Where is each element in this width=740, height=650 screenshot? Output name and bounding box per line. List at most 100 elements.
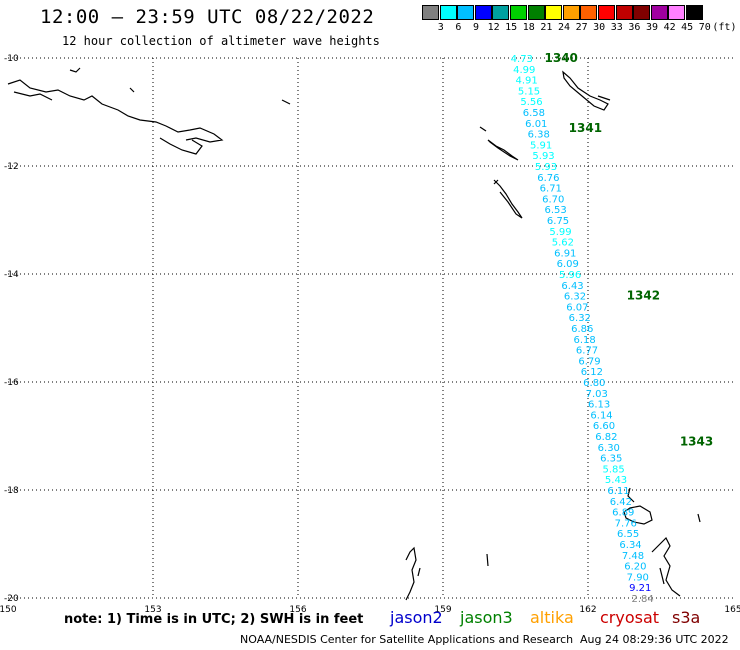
coastline: [651, 536, 681, 597]
wave-height-value: 6.12: [581, 367, 603, 378]
legend-label: 39: [645, 22, 659, 33]
wave-height-value: 6.07: [566, 302, 588, 313]
coastline: [159, 137, 203, 155]
wave-height-value: 6.32: [564, 292, 586, 303]
legend-swatch: [633, 5, 651, 20]
wave-height-value: 6.35: [600, 454, 622, 465]
legend-label: 42: [663, 22, 676, 33]
timestamp-text: Aug 24 08:29:36 UTC 2022: [580, 633, 729, 646]
legend-label: 3: [437, 22, 444, 33]
x-tick-label: 165: [724, 605, 740, 615]
satellite-name: altika: [530, 608, 574, 627]
legend-label: 24: [557, 22, 571, 33]
y-tick-label: -12: [4, 162, 19, 172]
wave-height-value: 4.73: [511, 54, 533, 65]
wave-height-value: 6.34: [619, 540, 641, 551]
coastline: [597, 95, 611, 101]
coastline: [659, 567, 665, 585]
wave-height-value: 6.11: [607, 486, 629, 497]
wave-height-value: 6.76: [537, 173, 559, 184]
legend-label: 9: [472, 22, 480, 33]
wave-height-value: 6.89: [612, 508, 634, 519]
pass-number-label: 1341: [569, 121, 602, 135]
legend-label: 33: [610, 22, 623, 33]
wave-height-value: 5.62: [552, 238, 574, 249]
wave-height-value: 4.99: [513, 65, 535, 76]
legend-swatch: [492, 5, 510, 20]
note-text: note: 1) Time is in UTC; 2) SWH is in fe…: [64, 612, 364, 627]
legend-label: 30: [593, 22, 606, 33]
legend-label: 70: [698, 22, 711, 33]
wave-height-value: 5.85: [603, 464, 625, 475]
wave-height-value: 6.09: [557, 259, 579, 270]
wave-height-value: 6.14: [590, 410, 612, 421]
satellite-name: s3a: [672, 608, 701, 627]
legend-label: 18: [522, 22, 535, 33]
wave-height-value: 6.91: [554, 248, 576, 259]
wave-height-value: 6.13: [588, 400, 610, 411]
credit-text: NOAA/NESDIS Center for Satellite Applica…: [240, 633, 574, 646]
wave-height-value: 5.93: [535, 162, 557, 173]
wave-height-value: 6.58: [523, 108, 545, 119]
wave-height-value: 6.42: [610, 497, 632, 508]
wave-height-value: 6.60: [593, 421, 615, 432]
x-tick-label: 156: [289, 605, 306, 615]
legend-swatch: [474, 5, 492, 20]
wave-height-value: 6.20: [624, 562, 646, 573]
y-tick-label: -16: [4, 378, 19, 388]
wave-height-value: 6.70: [542, 194, 564, 205]
legend-swatch: [686, 5, 703, 20]
coastline: [627, 487, 635, 503]
coastline: [405, 546, 417, 601]
wave-height-value: 6.55: [617, 529, 639, 540]
legend-swatch: [545, 5, 563, 20]
legend-swatch: [615, 5, 633, 20]
coastline: [493, 179, 499, 185]
legend-label: 45: [681, 22, 694, 33]
coastline: [493, 179, 523, 219]
legend-label: 12: [487, 22, 500, 33]
wave-height-value: 5.15: [518, 86, 540, 97]
satellite-name: jason3: [460, 608, 513, 627]
satellite-name: cryosat: [600, 608, 660, 627]
legend-label: 15: [505, 22, 518, 33]
wave-height-value: 2.84: [632, 594, 654, 605]
chart-subtitle: 12 hour collection of altimeter wave hei…: [62, 34, 380, 48]
y-tick-label: -20: [4, 594, 19, 604]
coastline: [562, 70, 609, 111]
legend-swatch: [439, 5, 457, 20]
legend-swatch: [422, 5, 439, 20]
coastline: [487, 139, 519, 161]
satellite-name: jason2: [390, 608, 443, 627]
legend-swatch: [510, 5, 527, 20]
wave-height-value: 5.93: [532, 151, 554, 162]
legend-label: 27: [575, 22, 588, 33]
legend-swatch: [598, 5, 615, 20]
wave-height-value: 7.76: [615, 518, 637, 529]
wave-height-value: 6.86: [571, 324, 593, 335]
y-tick-label: -14: [4, 270, 19, 280]
legend-label: 21: [540, 22, 553, 33]
wave-height-value: 4.91: [516, 76, 538, 87]
coastline: [486, 553, 489, 567]
wave-height-value: 6.32: [569, 313, 591, 324]
legend-swatch: [457, 5, 475, 20]
legend-swatch: [562, 5, 580, 20]
pass-number-label: 1340: [545, 51, 578, 65]
wave-height-value: 6.18: [574, 335, 596, 346]
wave-height-value: 5.99: [549, 227, 571, 238]
chart-title: 12:00 – 23:59 UTC 08/22/2022: [40, 6, 375, 28]
coastline: [13, 91, 53, 101]
wave-height-value: 6.77: [576, 346, 598, 357]
y-tick-label: -18: [4, 486, 19, 496]
legend-swatch: [668, 5, 686, 20]
pass-number-label: 1343: [680, 434, 713, 448]
wave-height-value: 6.82: [595, 432, 617, 443]
wave-height-value: 5.56: [520, 97, 542, 108]
coastline: [479, 126, 487, 132]
wave-height-value: 5.43: [605, 475, 627, 486]
wave-height-value: 7.03: [586, 389, 608, 400]
legend-label: (ft): [712, 22, 737, 33]
wave-height-value: 6.75: [547, 216, 569, 227]
